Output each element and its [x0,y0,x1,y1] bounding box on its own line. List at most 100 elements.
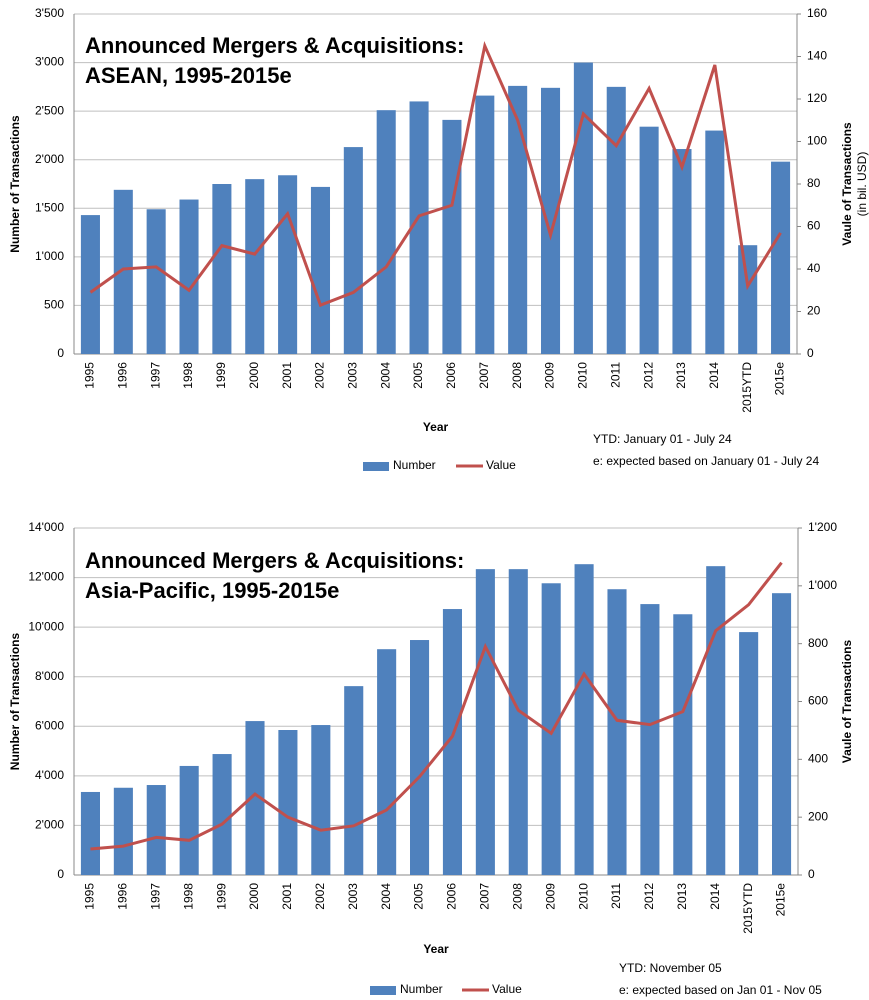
y2-axis-title: Vaule of Transactions [840,122,854,246]
x-tick-label: 2013 [675,883,689,910]
x-tick-label: 2007 [477,362,491,389]
bar [475,569,495,875]
bar [573,62,593,354]
bar [179,199,199,354]
x-tick-label: 2007 [478,883,492,910]
bar [508,85,528,354]
bar [344,686,364,875]
bar [442,609,462,875]
y-tick-label: 500 [44,298,64,312]
y2-tick-label: 1'000 [808,578,837,592]
y-tick-label: 6'000 [35,718,64,732]
x-tick-label: 2015YTD [741,883,755,934]
y-axis-title: Number of Transactions [8,115,22,253]
bar [771,161,791,354]
y-tick-label: 1'000 [35,249,64,263]
y2-tick-label: 80 [807,176,821,190]
bar [179,765,199,875]
x-tick-label: 2014 [708,883,722,910]
x-tick-label: 2014 [707,362,721,389]
y-tick-label: 14'000 [28,520,64,534]
bar [442,119,462,354]
y2-tick-label: 1'200 [808,520,837,534]
y2-tick-label: 0 [807,346,814,360]
bar [607,589,627,875]
bar [639,126,659,354]
y2-tick-label: 100 [807,134,827,148]
bar [278,175,298,354]
x-tick-label: 2010 [576,883,590,910]
x-tick-label: 2009 [543,362,557,389]
y-tick-label: 2'500 [35,103,64,117]
x-tick-label: 1996 [115,362,129,389]
x-tick-label: 1999 [214,362,228,389]
x-tick-label: 2006 [445,883,459,910]
y2-tick-label: 20 [807,304,821,318]
bar [508,569,528,875]
legend-label: Value [492,982,522,996]
bar [146,209,166,354]
x-tick-label: 2012 [642,883,656,910]
x-tick-label: 2015YTD [740,362,754,413]
legend-swatch [363,462,389,471]
chart-title: Announced Mergers & Acquisitions: [85,548,464,573]
x-tick-label: 2001 [280,362,294,389]
bar [80,791,100,875]
bar [705,130,725,354]
bar [80,215,100,354]
x-tick-label: 2004 [379,883,393,910]
bar [475,95,495,354]
bar [540,87,561,354]
y2-tick-label: 0 [808,867,815,881]
bar [310,186,331,354]
x-tick-label: 2015e [773,362,787,396]
x-tick-label: 2008 [510,362,524,389]
y-tick-label: 2'000 [35,152,64,166]
y2-tick-label: 400 [808,752,828,766]
x-tick-label: 1997 [148,362,162,389]
x-tick-label: 2000 [247,883,261,910]
bar [739,632,759,875]
x-axis-title: Year [423,942,449,956]
x-tick-label: 2006 [444,362,458,389]
y-tick-label: 0 [57,346,64,360]
bar [113,787,133,875]
x-tick-label: 2008 [510,883,524,910]
bar [606,86,626,354]
y2-tick-label: 200 [808,809,828,823]
y-tick-label: 10'000 [28,619,64,633]
x-tick-label: 2009 [543,883,557,910]
x-tick-label: 1995 [83,883,97,910]
x-tick-label: 1998 [181,883,195,910]
bar [409,101,429,354]
line [89,40,782,308]
bar [212,184,232,354]
y-tick-label: 4'000 [35,768,64,782]
bar [672,149,692,354]
x-tick-label: 2004 [378,362,392,389]
y2-tick-label: 60 [807,219,821,233]
legend-swatch [370,986,396,995]
x-tick-label: 2003 [346,362,360,389]
note: YTD: January 01 - July 24 [593,432,732,446]
bar [311,725,331,875]
x-tick-label: 2003 [346,883,360,910]
x-tick-label: 2013 [674,362,688,389]
x-tick-label: 2012 [641,362,655,389]
x-tick-label: 2005 [411,362,425,389]
x-tick-label: 2010 [576,362,590,389]
bar [245,179,265,354]
bar [772,593,792,875]
chart-subtitle: Asia-Pacific, 1995-2015e [85,578,339,603]
bar [640,604,660,875]
x-tick-label: 2011 [609,883,623,909]
y2-axis-title: Vaule of Transactions [840,639,854,763]
x-axis-title: Year [423,420,449,434]
y2-tick-label: 120 [807,91,827,105]
bar [146,785,166,875]
x-tick-label: 2015e [774,883,788,917]
bar [706,566,726,875]
bar [377,649,397,875]
bar [410,640,430,875]
x-tick-label: 2001 [280,883,294,910]
